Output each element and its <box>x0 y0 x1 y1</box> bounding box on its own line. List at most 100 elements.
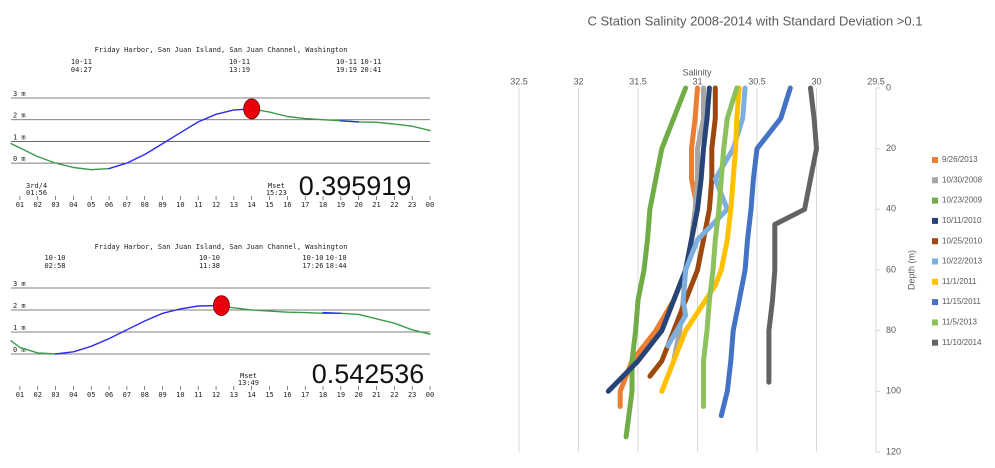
annotation-date: 10-10 <box>302 254 323 262</box>
chart: Friday Harbor, San Juan Island, San Juan… <box>0 0 995 463</box>
x-tick-label: 22 <box>390 391 398 399</box>
annotation-date: 10-11 <box>360 58 381 66</box>
legend-swatch <box>932 259 938 265</box>
x-tick-label: 01 <box>16 201 24 209</box>
x-tick-label: 31.5 <box>629 76 647 86</box>
y-tick-label: 1 m <box>13 133 26 141</box>
legend-label: 10/22/2013 <box>942 257 983 266</box>
x-tick-label: 09 <box>158 201 166 209</box>
x-tick-label: 18 <box>319 201 327 209</box>
x-tick-label: 31 <box>692 76 702 86</box>
x-tick-label: 07 <box>123 201 131 209</box>
y-tick-label: 3 m <box>13 280 26 288</box>
y-tick-label: 100 <box>886 386 901 396</box>
legend-label: 10/30/2008 <box>942 175 983 184</box>
y-tick-label: 80 <box>886 325 896 335</box>
legend-swatch <box>932 340 938 346</box>
y-axis-label: Depth (m) <box>906 250 916 290</box>
x-tick-label: 14 <box>247 391 255 399</box>
marker <box>244 99 260 119</box>
x-tick-label: 19 <box>337 201 345 209</box>
annotation-time: 13:19 <box>229 66 250 74</box>
page: {"chart_data": [ {"type": "line", "title… <box>0 0 995 463</box>
x-tick-label: 06 <box>105 391 113 399</box>
x-tick-label: 17 <box>301 201 309 209</box>
x-tick-label: 03 <box>51 391 59 399</box>
x-tick-label: 09 <box>158 391 166 399</box>
x-tick-label: 12 <box>212 391 220 399</box>
legend-swatch <box>932 157 938 163</box>
x-tick-label: 02 <box>34 201 42 209</box>
x-tick-label: 14 <box>247 201 255 209</box>
x-tick-label: 11 <box>194 201 202 209</box>
x-tick-label: 10 <box>176 391 184 399</box>
x-tick-label: 19 <box>337 391 345 399</box>
x-tick-label: 18 <box>319 391 327 399</box>
annotation-date: 10-10 <box>199 254 220 262</box>
annotation-date: 10-11 <box>229 58 250 66</box>
marker <box>213 296 229 316</box>
chart-title: C Station Salinity 2008-2014 with Standa… <box>588 13 923 28</box>
annotation-date: 10-10 <box>44 254 65 262</box>
x-tick-label: 22 <box>390 201 398 209</box>
legend-label: 11/10/2014 <box>942 338 982 347</box>
x-tick-label: 11 <box>194 391 202 399</box>
y-tick-label: 3 m <box>13 90 26 98</box>
y-tick-label: 120 <box>886 446 901 456</box>
legend-swatch <box>932 279 938 285</box>
y-tick-label: 0 <box>886 82 891 92</box>
legend-label: 10/11/2010 <box>942 216 982 225</box>
annotation-time: 18:44 <box>326 262 347 270</box>
x-tick-label: 29.5 <box>867 76 885 86</box>
event-time: 01:56 <box>26 189 47 197</box>
legend-swatch <box>932 238 938 244</box>
x-tick-label: 10 <box>176 201 184 209</box>
y-tick-label: 2 m <box>13 112 26 120</box>
x-tick-label: 05 <box>87 201 95 209</box>
legend-swatch <box>932 319 938 325</box>
annotation-date: 10-10 <box>326 254 347 262</box>
annotation-time: 11:38 <box>199 262 220 270</box>
annotation-time: 19:19 <box>336 66 357 74</box>
x-tick-label: 07 <box>123 391 131 399</box>
x-tick-label: 15 <box>265 391 273 399</box>
y-tick-label: 20 <box>886 143 896 153</box>
y-tick-label: 60 <box>886 264 896 274</box>
y-tick-label: 2 m <box>13 302 26 310</box>
annotation-date: 10-11 <box>71 58 92 66</box>
y-tick-label: 1 m <box>13 324 26 332</box>
x-tick-label: 23 <box>408 391 416 399</box>
annotation-time: 20:41 <box>360 66 381 74</box>
x-tick-label: 12 <box>212 201 220 209</box>
event-time: 13:49 <box>238 379 259 387</box>
x-tick-label: 17 <box>301 391 309 399</box>
x-tick-label: 02 <box>34 391 42 399</box>
x-tick-label: 21 <box>372 391 380 399</box>
x-tick-label: 21 <box>372 201 380 209</box>
legend-swatch <box>932 177 938 183</box>
value-text: 0.395919 <box>299 171 412 201</box>
x-tick-label: 05 <box>87 391 95 399</box>
x-tick-label: 20 <box>354 391 362 399</box>
x-tick-label: 08 <box>141 201 149 209</box>
x-tick-label: 16 <box>283 201 291 209</box>
x-tick-label: 13 <box>230 201 238 209</box>
x-tick-label: 30 <box>811 76 821 86</box>
y-tick-label: 0 m <box>13 155 26 163</box>
x-tick-label: 32.5 <box>510 76 528 86</box>
x-tick-label: 23 <box>408 201 416 209</box>
y-tick-label: 40 <box>886 204 896 214</box>
legend-label: 11/1/2011 <box>942 277 977 286</box>
chart-title: Friday Harbor, San Juan Island, San Juan… <box>95 46 348 54</box>
legend-swatch <box>932 299 938 305</box>
annotation-time: 04:27 <box>71 66 92 74</box>
x-tick-label: 01 <box>16 391 24 399</box>
x-tick-label: 04 <box>69 201 77 209</box>
value-text: 0.542536 <box>312 359 425 389</box>
legend-label: 9/26/2013 <box>942 155 978 164</box>
legend-label: 11/15/2011 <box>942 297 981 306</box>
background <box>0 0 995 463</box>
x-tick-label: 32 <box>573 76 583 86</box>
x-tick-label: 30.5 <box>748 76 766 86</box>
chart-title: Friday Harbor, San Juan Island, San Juan… <box>95 243 348 251</box>
